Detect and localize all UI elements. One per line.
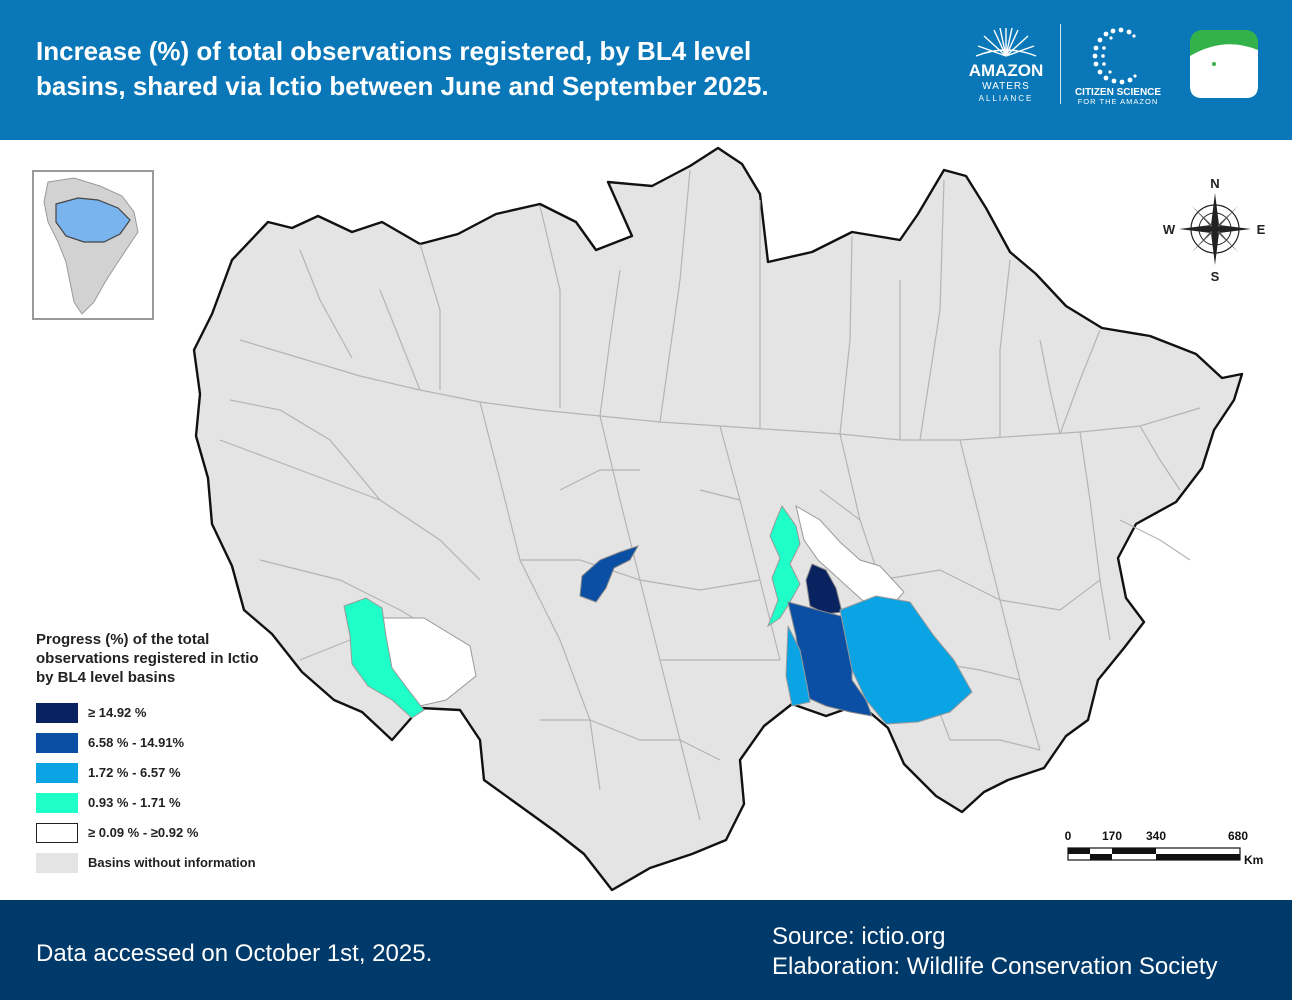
legend-label: Basins without information (88, 855, 256, 870)
source-text: Source: ictio.org (772, 922, 1218, 952)
legend-item: Basins without information (36, 853, 336, 875)
elaboration-text: Elaboration: Wildlife Conservation Socie… (772, 952, 1218, 982)
amazon-logo-waters: WATERS (982, 81, 1030, 92)
legend-item: ≥ 14.92 % (36, 703, 336, 725)
legend-list: ≥ 14.92 % 6.58 % - 14.91% 1.72 % - 6.57 … (36, 703, 336, 875)
compass-w: W (1163, 222, 1176, 237)
scale-bar: 0 170 340 680 Km (1060, 826, 1280, 872)
legend-label: 1.72 % - 6.57 % (88, 765, 181, 780)
compass-rose: N S E W (1160, 175, 1270, 285)
compass-n: N (1210, 176, 1219, 191)
legend-label: 6.58 % - 14.91% (88, 735, 184, 750)
legend-swatch (36, 733, 78, 753)
legend-swatch (36, 703, 78, 723)
citizen-science-logo: CITIZEN SCIENCE FOR THE AMAZON (1066, 22, 1170, 106)
header-bar: Increase (%) of total observations regis… (0, 0, 1292, 140)
title-line-2: basins, shared via Ictio between June an… (36, 69, 916, 104)
map-title: Increase (%) of total observations regis… (36, 34, 916, 104)
legend-swatch (36, 823, 78, 843)
legend-title: Progress (%) of the total observations r… (36, 630, 266, 687)
legend-item: 6.58 % - 14.91% (36, 733, 336, 755)
amazon-logo-alliance: ALLIANCE (979, 94, 1034, 103)
footer-credits: Source: ictio.org Elaboration: Wildlife … (772, 922, 1218, 982)
legend-item: ≥ 0.09 % - ≥0.92 % (36, 823, 336, 845)
legend-swatch (36, 853, 78, 873)
south-america-locator (34, 172, 152, 318)
amazon-logo-name: AMAZON (969, 61, 1044, 80)
amazon-basin-outline (194, 148, 1242, 890)
map-legend: Progress (%) of the total observations r… (36, 630, 336, 883)
logo-divider (1060, 24, 1061, 104)
north-arrow-compass: N S E W (1160, 175, 1270, 285)
compass-s: S (1211, 269, 1220, 284)
scale-tick-680: 680 (1228, 829, 1248, 843)
legend-swatch (36, 793, 78, 813)
amazon-waters-alliance-logo: AMAZON WATERS ALLIANCE (956, 22, 1056, 106)
scale-unit: Km (1244, 853, 1263, 867)
scale-tick-340: 340 (1146, 829, 1166, 843)
scale-bar-graphic: 0 170 340 680 Km (1060, 826, 1280, 872)
legend-label: ≥ 0.09 % - ≥0.92 % (88, 825, 198, 840)
legend-swatch (36, 763, 78, 783)
citizen-logo-line2: FOR THE AMAZON (1078, 97, 1159, 106)
legend-item: 1.72 % - 6.57 % (36, 763, 336, 785)
ictio-app-logo (1190, 30, 1258, 98)
scale-tick-170: 170 (1102, 829, 1122, 843)
legend-label: ≥ 14.92 % (88, 705, 146, 720)
title-line-1: Increase (%) of total observations regis… (36, 34, 916, 69)
legend-item: 0.93 % - 1.71 % (36, 793, 336, 815)
inset-locator-map (32, 170, 154, 320)
footer-bar: Data accessed on October 1st, 2025. Sour… (0, 900, 1292, 1000)
scale-tick-0: 0 (1065, 829, 1072, 843)
compass-e: E (1257, 222, 1266, 237)
data-access-date: Data accessed on October 1st, 2025. (36, 940, 432, 968)
legend-label: 0.93 % - 1.71 % (88, 795, 181, 810)
